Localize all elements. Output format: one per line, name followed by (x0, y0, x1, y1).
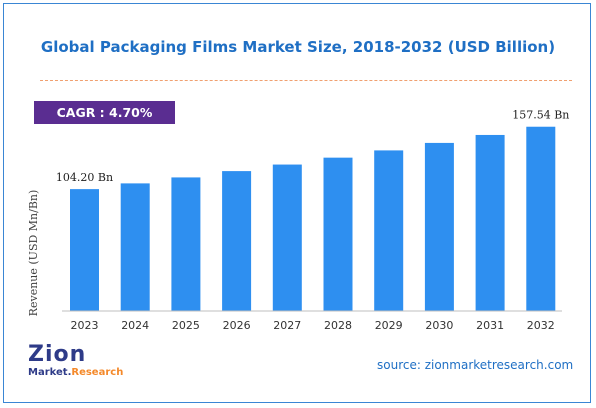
bar-2024 (120, 183, 150, 311)
source-text: source: zionmarketresearch.com (377, 358, 574, 372)
data-labels: 104.20 Bn 157.54 Bn (56, 109, 569, 184)
x-tick-2031: 2031 (476, 319, 504, 332)
bar-2031 (475, 134, 505, 311)
x-tick-2025: 2025 (172, 319, 200, 332)
logo-sub-a: Market. (28, 367, 72, 378)
bar-2023 (70, 189, 99, 311)
data-label-2032: 157.54 Bn (512, 109, 569, 122)
logo-word: Zion (28, 342, 87, 367)
x-tick-2032: 2032 (527, 319, 555, 332)
zion-logo: Zion Market.Research (28, 343, 138, 395)
bar-2032 (526, 126, 556, 311)
x-tick-2028: 2028 (324, 319, 352, 332)
y-axis-label: Revenue (USD Mn/Bn) (27, 190, 40, 317)
x-tick-2030: 2030 (425, 319, 453, 332)
data-label-2023: 104.20 Bn (56, 171, 113, 184)
logo-subtext: Market.Research (28, 367, 138, 379)
title-divider (40, 80, 572, 81)
bar-2029 (374, 150, 404, 311)
x-tick-2026: 2026 (223, 319, 251, 332)
logo-sub-b: Research (71, 367, 124, 378)
bars-layer (70, 126, 556, 311)
logo-wordmark: Zion (28, 343, 138, 367)
x-tick-2027: 2027 (273, 319, 301, 332)
x-tick-2029: 2029 (375, 319, 403, 332)
chart-title: Global Packaging Films Market Size, 2018… (40, 38, 556, 56)
x-tick-2024: 2024 (121, 319, 149, 332)
cagr-badge: CAGR : 4.70% (34, 101, 175, 124)
x-tick-2023: 2023 (71, 319, 99, 332)
x-tick-labels: 2023 2024 2025 2026 2027 2028 2029 2030 2031 2032 (71, 319, 555, 332)
bar-2028 (323, 157, 353, 311)
bar-2025 (171, 177, 201, 311)
bar-2030 (424, 142, 454, 311)
bar-2027 (272, 164, 302, 311)
bar-2026 (222, 171, 252, 311)
